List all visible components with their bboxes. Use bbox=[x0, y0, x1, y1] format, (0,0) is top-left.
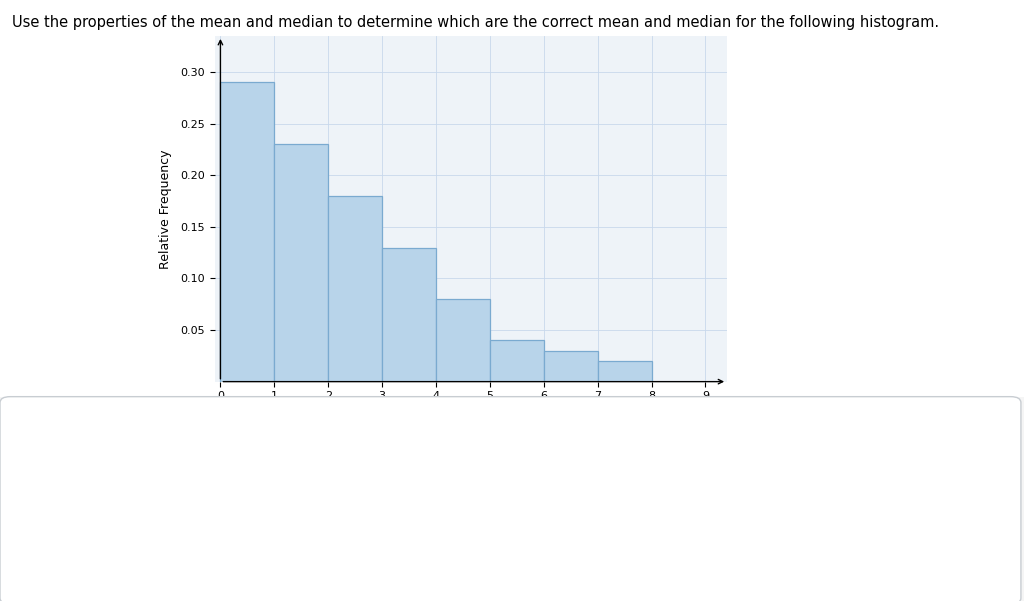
Text: Choose the correct answer.: Choose the correct answer. bbox=[35, 418, 236, 433]
Bar bbox=[220, 82, 274, 382]
Text: Mean is 2.3 and median is 3.7.: Mean is 2.3 and median is 3.7. bbox=[82, 532, 295, 546]
Bar bbox=[489, 340, 544, 382]
Text: Mean is 5.6 and median is 5.8.: Mean is 5.6 and median is 5.8. bbox=[82, 572, 295, 585]
Bar bbox=[544, 351, 598, 382]
Text: ↺: ↺ bbox=[732, 499, 750, 519]
Text: Mean is 6.1 and median is 5.4.: Mean is 6.1 and median is 5.4. bbox=[82, 493, 295, 507]
Text: ×: × bbox=[655, 497, 676, 521]
Bar bbox=[598, 361, 651, 382]
Bar bbox=[436, 299, 489, 382]
Bar bbox=[382, 248, 436, 382]
Text: Mean is 2.3 and median is 1.6.: Mean is 2.3 and median is 1.6. bbox=[82, 453, 295, 466]
Text: Use the properties of the mean and median to determine which are the correct mea: Use the properties of the mean and media… bbox=[12, 15, 939, 30]
FancyBboxPatch shape bbox=[591, 448, 796, 572]
Bar bbox=[329, 196, 382, 382]
Y-axis label: Relative Frequency: Relative Frequency bbox=[160, 149, 172, 269]
Bar bbox=[274, 144, 329, 382]
